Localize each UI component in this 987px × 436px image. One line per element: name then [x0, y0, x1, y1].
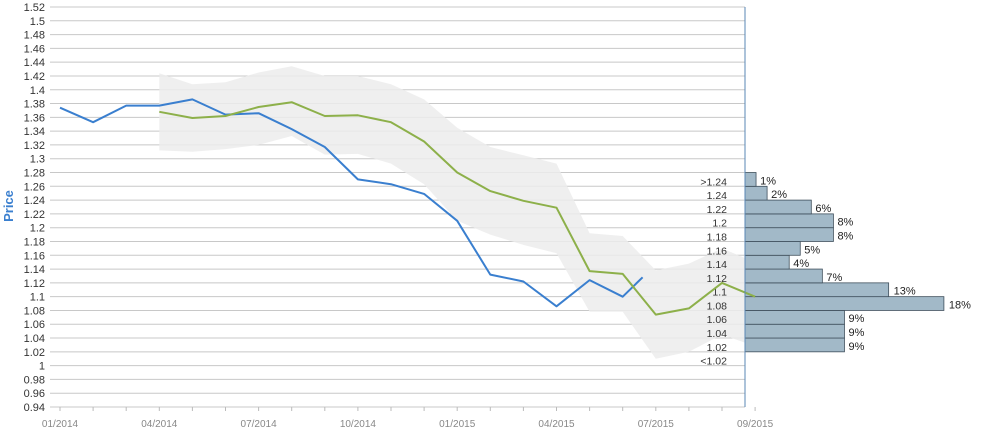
y-tick-label: 1.52 — [24, 2, 45, 14]
histogram-percent-label: 2% — [771, 189, 787, 201]
y-tick-label: 1.04 — [24, 333, 45, 345]
x-tick-label: 04/2014 — [141, 419, 178, 430]
y-tick-label: 1.32 — [24, 140, 45, 152]
histogram-percent-label: 6% — [815, 203, 831, 215]
histogram-category-label: 1.2 — [712, 218, 727, 230]
histogram-percent-label: 18% — [949, 299, 971, 311]
histogram-percent-label: 7% — [826, 272, 842, 284]
histogram-percent-label: 13% — [894, 286, 916, 298]
y-tick-label: 0.96 — [24, 388, 45, 400]
histogram-category-label: 1.02 — [707, 342, 728, 354]
histogram-bar — [744, 310, 845, 325]
y-tick-label: 1.36 — [24, 112, 45, 124]
histogram-percent-label: 4% — [793, 258, 809, 270]
y-tick-label: 1.5 — [30, 16, 45, 28]
y-tick-label: 1.38 — [24, 99, 45, 111]
histogram-percent-label: 1% — [760, 175, 776, 187]
y-tick-label: 1.26 — [24, 181, 45, 193]
y-tick-label: 1.48 — [24, 30, 45, 42]
x-tick-label: 01/2015 — [439, 419, 476, 430]
histogram-category-label: <1.02 — [700, 356, 727, 368]
y-tick-label: 1.3 — [30, 154, 45, 166]
gridlines — [50, 6, 745, 408]
x-tick-label: 10/2014 — [340, 419, 377, 430]
y-tick-label: 1.22 — [24, 209, 45, 221]
y-tick-label: 1.24 — [24, 195, 45, 207]
histogram-category-label: 1.04 — [707, 328, 728, 340]
y-tick-label: 1.42 — [24, 71, 45, 83]
y-tick-label: 1.28 — [24, 168, 45, 180]
x-tick-label: 04/2015 — [538, 419, 575, 430]
y-tick-label: 1.12 — [24, 278, 45, 290]
histogram-bar — [744, 337, 845, 353]
forecast-price-line — [159, 101, 756, 316]
y-tick-label: 1.2 — [30, 223, 45, 235]
confidence-band — [159, 66, 756, 359]
axes: 0.940.960.9811.021.041.061.081.11.121.14… — [24, 2, 774, 430]
y-tick-label: 1.34 — [24, 126, 45, 138]
x-tick-label: 07/2015 — [638, 419, 675, 430]
y-tick-label: 1.08 — [24, 305, 45, 317]
y-tick-label: 1.46 — [24, 43, 45, 55]
forecast-band — [159, 66, 756, 359]
histogram-category-label: 1.06 — [707, 314, 728, 326]
series-lines — [59, 98, 756, 316]
histogram-bar — [744, 296, 945, 311]
x-tick-label: 09/2015 — [737, 419, 774, 430]
histogram-bar — [744, 241, 801, 256]
histogram-percent-label: 9% — [848, 341, 864, 353]
x-tick-label: 07/2014 — [241, 419, 278, 430]
histogram-bar — [744, 268, 823, 284]
actual-price-line — [59, 98, 644, 308]
histogram-category-label: 1.16 — [707, 245, 728, 257]
y-tick-label: 1.16 — [24, 250, 45, 262]
histogram-category-label: 1.1 — [712, 287, 727, 299]
y-tick-label: 1 — [39, 361, 45, 373]
histogram-bar — [744, 282, 890, 298]
histogram-percent-label: 8% — [837, 217, 853, 229]
histogram-bar — [744, 213, 834, 229]
histogram-category-label: 1.22 — [707, 204, 728, 216]
y-tick-label: 1.4 — [30, 85, 45, 97]
histogram-bar — [744, 254, 790, 270]
histogram-bar — [744, 227, 834, 242]
y-tick-label: 1.02 — [24, 347, 45, 359]
histogram-bar — [744, 199, 812, 215]
y-tick-label: 1.14 — [24, 264, 45, 276]
histogram-category-label: 1.12 — [707, 273, 728, 285]
y-tick-label: 1.1 — [30, 292, 45, 304]
y-tick-label: 1.18 — [24, 236, 45, 248]
histogram-percent-label: 5% — [804, 244, 820, 256]
histogram-category-label: 1.24 — [707, 190, 728, 202]
y-tick-label: 0.98 — [24, 374, 45, 386]
histogram-percent-label: 9% — [848, 313, 864, 325]
histogram-percent-label: 9% — [848, 327, 864, 339]
histogram-category-label: 1.18 — [707, 231, 728, 243]
distribution-histogram: <1.02 1.02 9% 1.04 9% 1.06 9% 1.08 18% 1.1 13% 1.12… — [700, 172, 971, 368]
y-tick-label: 1.44 — [24, 57, 45, 69]
y-tick-label: 0.94 — [24, 402, 45, 414]
histogram-percent-label: 8% — [837, 230, 853, 242]
x-tick-label: 01/2014 — [42, 419, 79, 430]
histogram-bar — [744, 185, 768, 201]
histogram-category-label: 1.14 — [707, 259, 728, 271]
y-axis-label: Price — [1, 190, 16, 222]
y-tick-label: 1.06 — [24, 319, 45, 331]
histogram-bar — [744, 172, 757, 187]
histogram-category-label: >1.24 — [700, 176, 727, 188]
histogram-category-label: 1.08 — [707, 300, 728, 312]
histogram-bar — [744, 323, 845, 339]
